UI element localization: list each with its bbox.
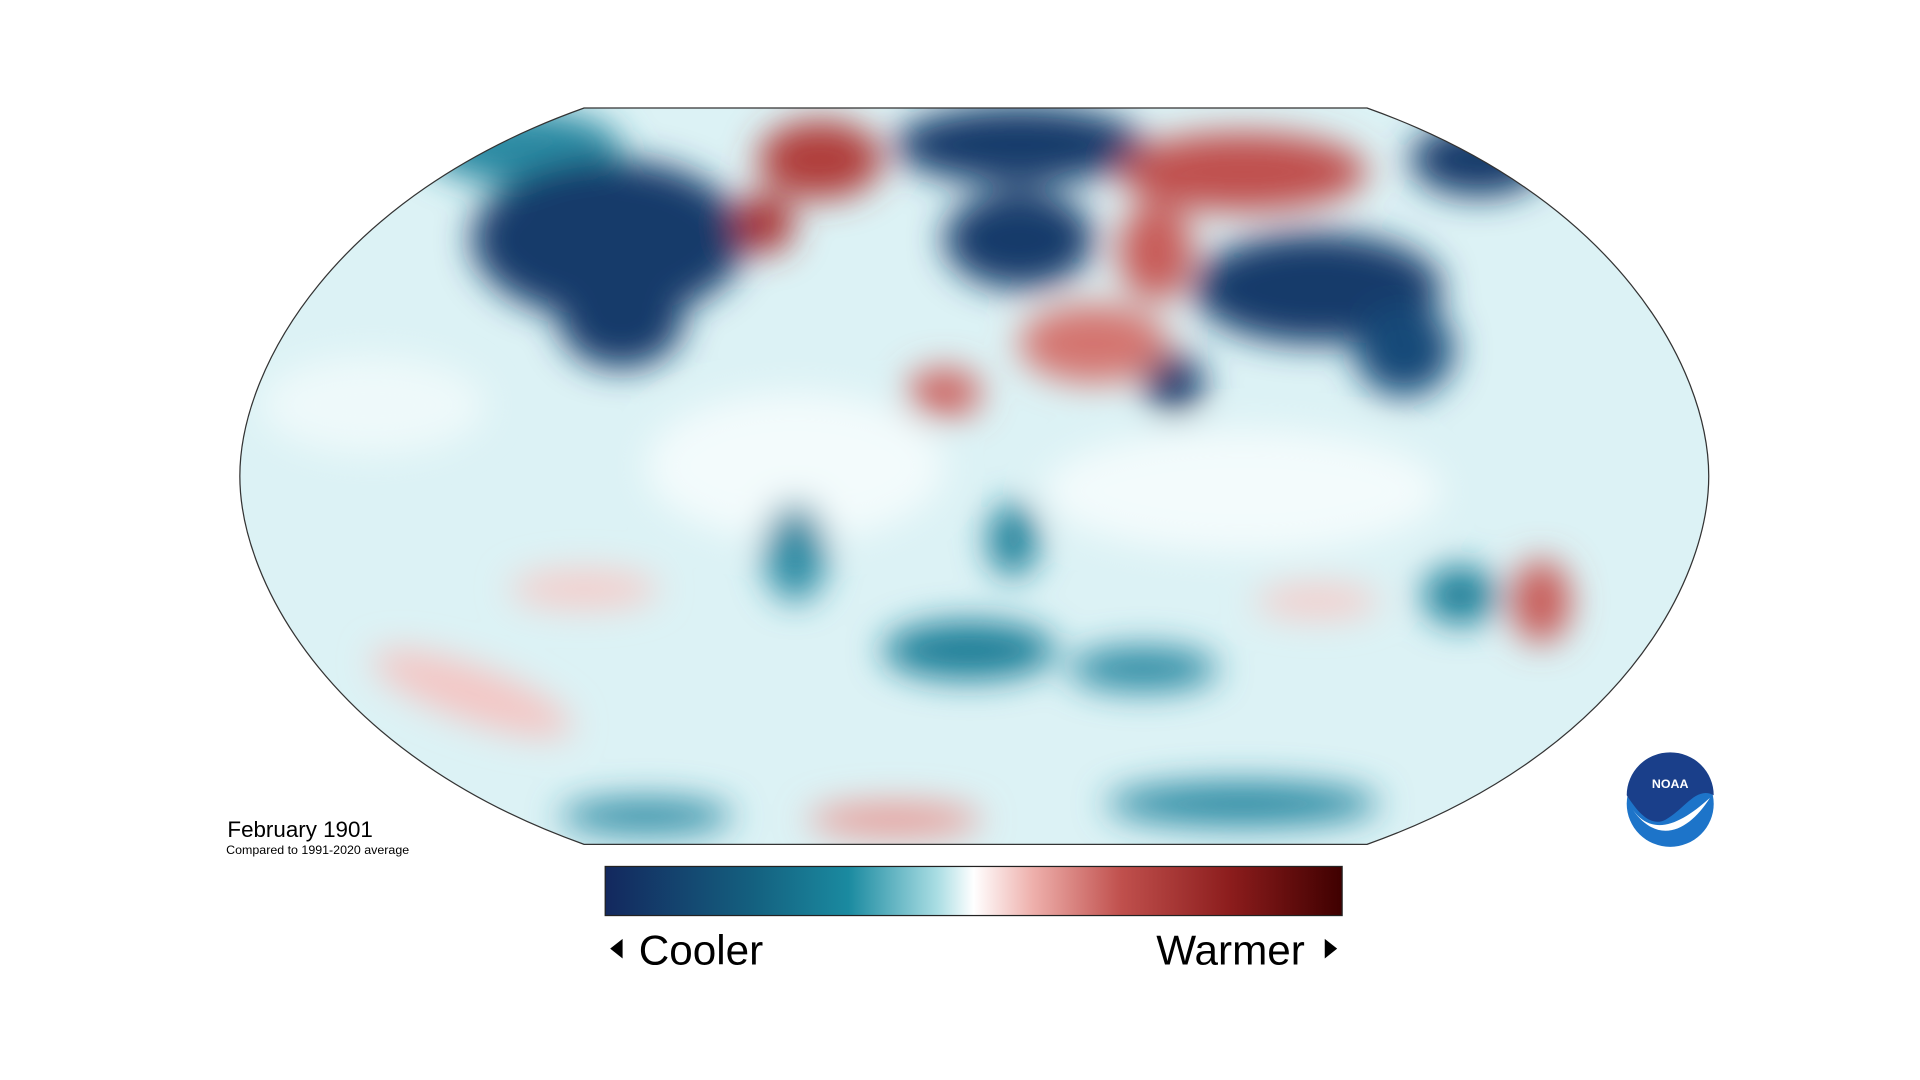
warmer-arrow: [1324, 938, 1338, 959]
map-outline: [239, 107, 1710, 845]
colorbar: [604, 865, 1343, 917]
cooler-arrow: [610, 938, 623, 959]
logo-text: NOAA: [1652, 777, 1689, 791]
cooler-label: Cooler: [639, 927, 763, 974]
map-title: February 1901: [227, 817, 372, 842]
warmer-label: Warmer: [1156, 927, 1305, 974]
anomaly-field: [239, 108, 1709, 845]
map-subtitle: Compared to 1991-2020 average: [226, 843, 409, 857]
noaa-logo: NOAA: [1626, 752, 1714, 847]
anomaly-blobs: [260, 108, 1571, 837]
